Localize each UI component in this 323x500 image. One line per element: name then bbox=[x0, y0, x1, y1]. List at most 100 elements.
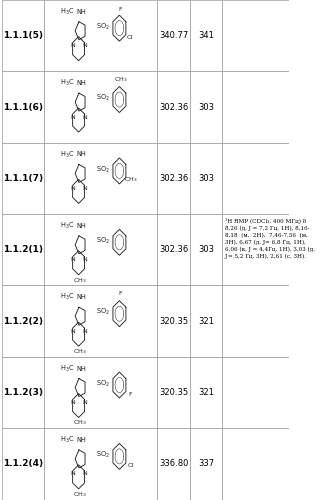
Text: N: N bbox=[83, 400, 87, 405]
Text: $\mathsf{CH_3}$: $\mathsf{CH_3}$ bbox=[114, 75, 127, 84]
Bar bbox=[222, 214, 289, 286]
Text: 337: 337 bbox=[198, 460, 214, 468]
Bar bbox=[157, 72, 190, 142]
Text: $\mathsf{H_3C}$: $\mathsf{H_3C}$ bbox=[60, 220, 75, 231]
Bar bbox=[2, 357, 44, 428]
Text: $\mathsf{CH_3}$: $\mathsf{CH_3}$ bbox=[73, 347, 87, 356]
Bar bbox=[2, 142, 44, 214]
Text: N: N bbox=[83, 328, 87, 334]
Text: $\mathsf{CH_3}$: $\mathsf{CH_3}$ bbox=[73, 418, 87, 428]
Text: Cl: Cl bbox=[127, 463, 133, 468]
Text: 320.35: 320.35 bbox=[159, 316, 188, 326]
Text: 1.1.1(5): 1.1.1(5) bbox=[3, 31, 43, 40]
Text: NH: NH bbox=[77, 223, 86, 229]
Text: 340.77: 340.77 bbox=[159, 31, 188, 40]
Text: 320.35: 320.35 bbox=[159, 388, 188, 397]
Bar bbox=[44, 428, 157, 500]
Text: $\mathsf{CH_3}$: $\mathsf{CH_3}$ bbox=[73, 276, 87, 284]
Bar bbox=[44, 72, 157, 142]
Text: N: N bbox=[83, 472, 87, 476]
Text: N: N bbox=[83, 258, 87, 262]
Bar bbox=[190, 72, 222, 142]
Bar bbox=[44, 0, 157, 72]
Bar bbox=[44, 142, 157, 214]
Bar bbox=[190, 142, 222, 214]
Text: 1.1.2(2): 1.1.2(2) bbox=[3, 316, 43, 326]
Text: N: N bbox=[70, 43, 75, 48]
Text: 1.1.2(4): 1.1.2(4) bbox=[3, 460, 43, 468]
Text: $\mathsf{H_3C}$: $\mathsf{H_3C}$ bbox=[60, 364, 75, 374]
Bar bbox=[44, 286, 157, 357]
Text: N: N bbox=[70, 472, 75, 476]
Text: $\mathsf{SO_2}$: $\mathsf{SO_2}$ bbox=[96, 164, 110, 174]
Text: N: N bbox=[82, 43, 87, 48]
Bar bbox=[190, 0, 222, 72]
Text: 302.36: 302.36 bbox=[159, 246, 188, 254]
Bar bbox=[222, 357, 289, 428]
Text: $\mathsf{CH_3}$: $\mathsf{CH_3}$ bbox=[124, 176, 137, 184]
Text: 1.1.1(6): 1.1.1(6) bbox=[3, 102, 43, 112]
Text: N: N bbox=[70, 114, 75, 119]
Text: 1.1.2(3): 1.1.2(3) bbox=[3, 388, 43, 397]
Text: $\mathsf{H_3C}$: $\mathsf{H_3C}$ bbox=[60, 435, 75, 445]
Text: NH: NH bbox=[77, 366, 86, 372]
Text: NH: NH bbox=[77, 80, 86, 86]
Bar bbox=[157, 286, 190, 357]
Bar bbox=[157, 0, 190, 72]
Bar bbox=[44, 357, 157, 428]
Bar bbox=[222, 72, 289, 142]
Text: F: F bbox=[129, 392, 132, 396]
Text: 341: 341 bbox=[198, 31, 214, 40]
Text: $\mathsf{H_3C}$: $\mathsf{H_3C}$ bbox=[60, 6, 75, 17]
Bar bbox=[222, 428, 289, 500]
Text: N: N bbox=[70, 400, 75, 405]
Bar bbox=[190, 286, 222, 357]
Text: 303: 303 bbox=[198, 174, 214, 183]
Text: Cl: Cl bbox=[126, 34, 132, 40]
Text: NH: NH bbox=[77, 294, 86, 300]
Bar bbox=[190, 214, 222, 286]
Text: $\mathsf{SO_2}$: $\mathsf{SO_2}$ bbox=[96, 450, 110, 460]
Text: $\mathsf{H_3C}$: $\mathsf{H_3C}$ bbox=[60, 150, 75, 160]
Text: 336.80: 336.80 bbox=[159, 460, 188, 468]
Text: NH: NH bbox=[77, 437, 86, 443]
Text: 1.1.1(7): 1.1.1(7) bbox=[3, 174, 43, 183]
Text: $\mathsf{H_3C}$: $\mathsf{H_3C}$ bbox=[60, 292, 75, 302]
Bar bbox=[157, 214, 190, 286]
Bar bbox=[157, 357, 190, 428]
Text: $\mathsf{H_3C}$: $\mathsf{H_3C}$ bbox=[60, 78, 75, 88]
Bar bbox=[2, 214, 44, 286]
Text: NH: NH bbox=[77, 152, 86, 158]
Bar bbox=[157, 142, 190, 214]
Text: $\mathsf{SO_2}$: $\mathsf{SO_2}$ bbox=[96, 378, 110, 388]
Text: N: N bbox=[70, 328, 75, 334]
Text: 321: 321 bbox=[198, 388, 214, 397]
Bar bbox=[190, 428, 222, 500]
Bar bbox=[2, 0, 44, 72]
Bar bbox=[222, 0, 289, 72]
Bar bbox=[222, 142, 289, 214]
Text: 1.1.2(1): 1.1.2(1) bbox=[3, 246, 43, 254]
Text: N: N bbox=[70, 186, 75, 191]
Bar bbox=[2, 286, 44, 357]
Text: 302.36: 302.36 bbox=[159, 102, 188, 112]
Text: NH: NH bbox=[77, 8, 86, 14]
Text: $\mathsf{SO_2}$: $\mathsf{SO_2}$ bbox=[96, 93, 110, 103]
Text: 303: 303 bbox=[198, 246, 214, 254]
Text: N: N bbox=[70, 258, 75, 262]
Text: 303: 303 bbox=[198, 102, 214, 112]
Text: N: N bbox=[82, 114, 87, 119]
Text: F: F bbox=[119, 291, 122, 296]
Bar bbox=[157, 428, 190, 500]
Text: $\mathsf{CH_3}$: $\mathsf{CH_3}$ bbox=[73, 490, 87, 499]
Bar bbox=[222, 286, 289, 357]
Text: 321: 321 bbox=[198, 316, 214, 326]
Text: 302.36: 302.36 bbox=[159, 174, 188, 183]
Bar bbox=[190, 357, 222, 428]
Text: F: F bbox=[119, 6, 122, 12]
Bar bbox=[2, 72, 44, 142]
Text: N: N bbox=[82, 186, 87, 191]
Bar bbox=[44, 214, 157, 286]
Text: ¹H ЯМР (CDCl₃, 400 МГц) δ
8,26 (д, J = 7,2 Гц, 1H), 8,16-
8,18  (м,  2H),  7,46-: ¹H ЯМР (CDCl₃, 400 МГц) δ 8,26 (д, J = 7… bbox=[225, 218, 315, 259]
Bar bbox=[2, 428, 44, 500]
